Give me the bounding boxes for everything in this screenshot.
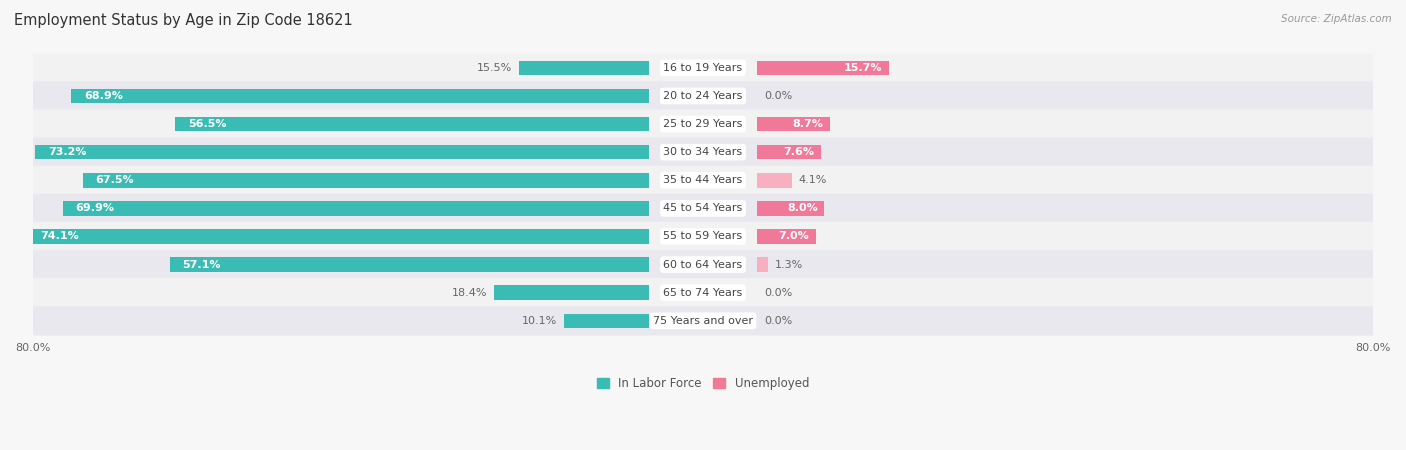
Bar	[758, 117, 831, 131]
FancyBboxPatch shape	[32, 109, 1374, 139]
Bar	[758, 145, 821, 159]
Bar	[758, 201, 824, 216]
FancyBboxPatch shape	[32, 194, 1374, 223]
Text: 60 to 64 Years: 60 to 64 Years	[664, 260, 742, 270]
Text: 69.9%: 69.9%	[76, 203, 114, 213]
Text: 65 to 74 Years: 65 to 74 Years	[664, 288, 742, 298]
Text: 67.5%: 67.5%	[96, 176, 134, 185]
Text: 7.6%: 7.6%	[783, 147, 814, 157]
Bar	[176, 117, 648, 131]
Text: 0.0%: 0.0%	[765, 91, 793, 101]
Text: 4.1%: 4.1%	[799, 176, 827, 185]
Bar	[758, 61, 889, 75]
Bar	[495, 285, 648, 300]
Text: 57.1%: 57.1%	[183, 260, 221, 270]
Bar	[83, 173, 648, 188]
FancyBboxPatch shape	[32, 138, 1374, 167]
Text: 1.3%: 1.3%	[775, 260, 803, 270]
Text: 56.5%: 56.5%	[187, 119, 226, 129]
Text: 55 to 59 Years: 55 to 59 Years	[664, 231, 742, 242]
FancyBboxPatch shape	[32, 306, 1374, 335]
Bar	[758, 257, 768, 272]
Text: 74.1%: 74.1%	[41, 231, 79, 242]
Text: 18.4%: 18.4%	[453, 288, 488, 298]
Text: 7.0%: 7.0%	[779, 231, 810, 242]
FancyBboxPatch shape	[32, 53, 1374, 82]
Text: Source: ZipAtlas.com: Source: ZipAtlas.com	[1281, 14, 1392, 23]
Text: Employment Status by Age in Zip Code 18621: Employment Status by Age in Zip Code 186…	[14, 14, 353, 28]
FancyBboxPatch shape	[32, 278, 1374, 307]
Text: 30 to 34 Years: 30 to 34 Years	[664, 147, 742, 157]
FancyBboxPatch shape	[32, 250, 1374, 279]
Text: 8.0%: 8.0%	[787, 203, 818, 213]
Text: 45 to 54 Years: 45 to 54 Years	[664, 203, 742, 213]
Text: 0.0%: 0.0%	[765, 288, 793, 298]
Text: 20 to 24 Years: 20 to 24 Years	[664, 91, 742, 101]
Bar	[72, 89, 648, 104]
Bar	[35, 145, 648, 159]
Text: 68.9%: 68.9%	[84, 91, 122, 101]
Bar	[63, 201, 648, 216]
Bar	[28, 229, 648, 244]
Text: 10.1%: 10.1%	[522, 316, 557, 326]
Text: 15.5%: 15.5%	[477, 63, 512, 73]
Text: 75 Years and over: 75 Years and over	[652, 316, 754, 326]
Text: 35 to 44 Years: 35 to 44 Years	[664, 176, 742, 185]
Bar	[758, 173, 792, 188]
FancyBboxPatch shape	[32, 81, 1374, 111]
Text: 15.7%: 15.7%	[844, 63, 883, 73]
Bar	[170, 257, 648, 272]
Text: 25 to 29 Years: 25 to 29 Years	[664, 119, 742, 129]
FancyBboxPatch shape	[32, 166, 1374, 195]
Bar	[564, 314, 648, 328]
Text: 73.2%: 73.2%	[48, 147, 86, 157]
FancyBboxPatch shape	[32, 222, 1374, 251]
Text: 16 to 19 Years: 16 to 19 Years	[664, 63, 742, 73]
Bar	[519, 61, 648, 75]
Bar	[758, 229, 815, 244]
Text: 8.7%: 8.7%	[793, 119, 824, 129]
Text: 0.0%: 0.0%	[765, 316, 793, 326]
Legend: In Labor Force, Unemployed: In Labor Force, Unemployed	[592, 373, 814, 395]
